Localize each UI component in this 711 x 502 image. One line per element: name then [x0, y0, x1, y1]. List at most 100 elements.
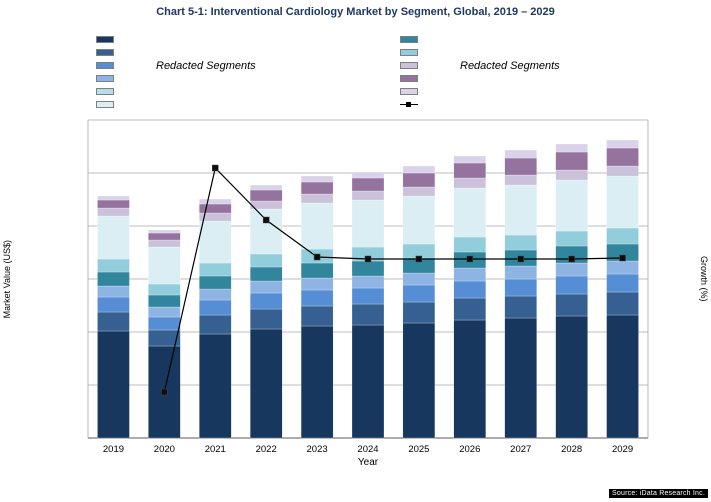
growth-marker	[517, 255, 524, 263]
bar-segment	[351, 199, 385, 248]
bar-segment	[97, 207, 130, 217]
bar-segment	[555, 230, 588, 247]
bar-segment	[300, 262, 334, 279]
legend-right-label: Redacted Segments	[460, 60, 560, 72]
x-tick-label: 2021	[205, 444, 226, 455]
bar-segment	[351, 260, 385, 277]
bar-segment	[351, 303, 385, 326]
bar-segment	[504, 174, 537, 186]
bar-segment	[199, 333, 232, 439]
legend-right: Redacted Segments	[400, 36, 560, 108]
bar-segment	[97, 199, 130, 209]
bar-segment	[453, 187, 486, 238]
bar-segment	[300, 277, 334, 291]
legend-swatch	[96, 88, 114, 95]
bar-segment	[148, 294, 181, 308]
bar-segment	[555, 143, 588, 153]
growth-marker	[568, 255, 575, 263]
bar-segment	[97, 330, 130, 439]
bar-segment	[148, 306, 181, 318]
legend-swatch	[400, 49, 418, 56]
bar-segment	[402, 322, 436, 439]
bar-segment	[300, 305, 334, 327]
bar-segment	[402, 284, 436, 303]
bar-segment	[453, 162, 486, 179]
bar-segment	[199, 314, 232, 335]
bar-segment	[351, 177, 385, 192]
bar-segment	[504, 184, 537, 236]
x-tick-label: 2024	[357, 444, 378, 455]
bar-segment	[453, 177, 486, 189]
bar-segment	[402, 272, 436, 286]
bar-segment	[199, 203, 232, 214]
bar-segment	[504, 234, 537, 251]
y-axis-label-right: Growth (%)	[699, 120, 709, 438]
bar-segment	[199, 299, 232, 316]
bar-segment	[250, 308, 283, 330]
bar-segment	[555, 262, 588, 277]
bar-segment	[504, 157, 537, 176]
legend-swatch	[96, 101, 114, 108]
bar-segment	[453, 267, 486, 282]
legend-swatch	[400, 88, 418, 95]
bar-segment	[606, 291, 639, 316]
bar-segment	[504, 149, 537, 159]
bar-segment	[199, 275, 232, 290]
legend-swatch	[96, 49, 114, 56]
growth-marker	[262, 216, 270, 224]
bar-segment	[300, 202, 334, 250]
x-tick-label: 2020	[154, 444, 175, 455]
growth-marker	[415, 255, 423, 263]
bar-segment	[351, 190, 385, 201]
bar-segment	[504, 317, 537, 439]
bar-segment	[300, 175, 334, 183]
bar-segment	[453, 236, 486, 253]
bar-segment	[351, 324, 385, 439]
bar-segment	[97, 195, 130, 201]
bar-segment	[250, 189, 283, 202]
growth-marker	[619, 254, 626, 262]
growth-marker	[364, 255, 372, 263]
growth-line-marker-icon	[400, 101, 418, 108]
bar-segment	[555, 315, 588, 439]
bar-segment	[555, 275, 588, 295]
bar-segment	[148, 283, 181, 296]
bar-segment	[606, 273, 639, 293]
bar-segment	[504, 295, 537, 319]
bar-segment	[250, 280, 283, 294]
bar-segment	[300, 325, 334, 439]
legend-left: Redacted Segments	[96, 36, 256, 108]
x-axis-title: Year	[357, 457, 379, 468]
legend-swatch	[400, 75, 418, 82]
x-tick-label: 2029	[612, 444, 633, 455]
legend-swatch	[96, 75, 114, 82]
bar-segment	[504, 265, 537, 280]
bar-segment	[97, 311, 130, 332]
bar-segment	[148, 232, 181, 241]
bar-segment	[148, 316, 181, 331]
y-axis-label-left-text: Market Value (US$)	[2, 239, 12, 319]
bar-segment	[250, 253, 283, 268]
bar-segment	[504, 278, 537, 297]
x-tick-label: 2019	[103, 444, 124, 455]
bar-segment	[148, 229, 181, 234]
growth-line	[163, 166, 623, 393]
bar-segment	[250, 208, 283, 255]
bar-segment	[250, 292, 283, 310]
bar-segment	[606, 227, 639, 245]
bar-segment	[606, 139, 639, 149]
bar-segment	[148, 239, 181, 248]
legend-left-swatches	[96, 36, 114, 108]
legend-right-swatches	[400, 36, 418, 108]
legend-swatch	[400, 36, 418, 43]
bar-segment	[402, 186, 436, 197]
bar-segment	[606, 165, 639, 177]
y-axis-label-right-text: Growth (%)	[699, 256, 709, 302]
x-tick-label: 2028	[561, 444, 582, 455]
growth-marker	[212, 164, 219, 172]
bar-segment	[300, 193, 334, 204]
bar-segment	[300, 289, 334, 307]
x-tick-label: 2022	[256, 444, 277, 455]
x-tick-label: 2023	[307, 444, 328, 455]
